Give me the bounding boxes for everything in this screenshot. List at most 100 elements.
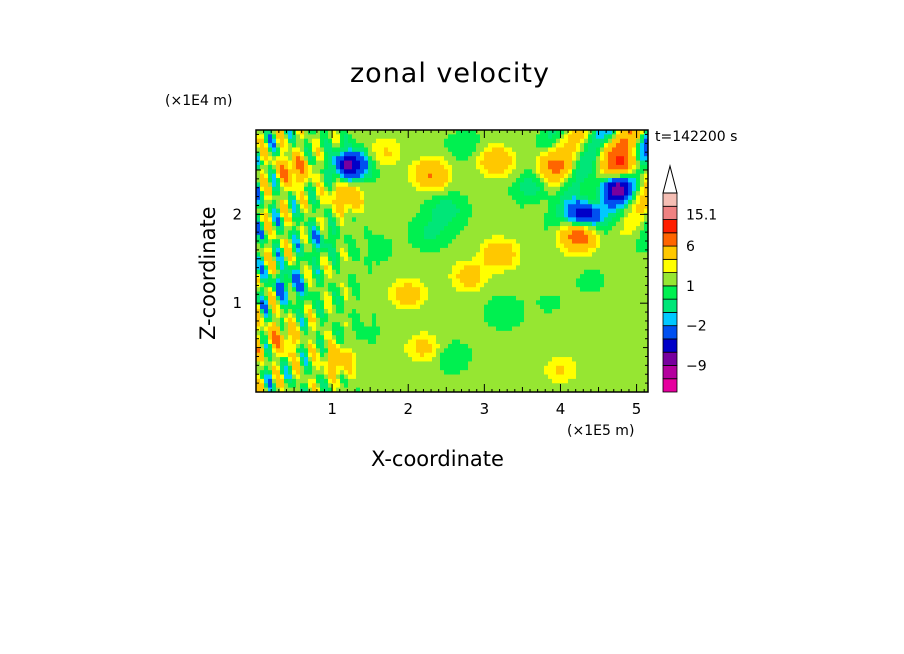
contour-cell [428,239,433,245]
contour-cell [560,156,565,162]
contour-cell [532,352,537,358]
contour-cell [584,234,589,240]
contour-cell [464,138,469,144]
contour-cell [516,313,521,319]
contour-cell [532,378,537,384]
contour-cell [580,234,585,240]
contour-cell [372,278,377,284]
contour-cell [336,309,341,314]
contour-cell [336,186,341,192]
contour-cell [532,265,537,271]
contour-cell [492,269,497,275]
contour-cell [372,387,377,392]
contour-cell [260,282,265,288]
contour-cell [392,256,397,262]
contour-cell [508,295,513,301]
contour-cell [348,151,353,157]
contour-cell [308,204,313,210]
contour-cell [392,204,397,210]
contour-cell [532,374,537,380]
contour-cell [404,335,409,341]
contour-cell [472,269,477,275]
contour-cell [500,269,505,275]
contour-cell [432,291,437,297]
contour-cell [296,291,301,297]
contour-cell [572,147,577,153]
contour-cell [504,335,509,341]
contour-cell [288,387,293,392]
contour-cell [328,291,333,297]
contour-cell [292,226,297,232]
contour-cell [352,265,357,271]
contour-cell [408,365,413,371]
contour-cell [316,204,321,210]
contour-cell [396,322,401,328]
contour-cell [308,387,313,392]
contour-cell [332,130,337,135]
contour-cell [352,247,357,253]
contour-cell [488,212,493,218]
contour-cell [280,370,285,376]
contour-cell [404,370,409,376]
contour-cell [476,378,481,384]
contour-cell [444,383,449,389]
contour-cell [268,226,273,232]
contour-cell [564,204,569,210]
contour-cell [560,134,565,140]
contour-cell [436,269,441,275]
contour-cell [296,309,301,314]
contour-cell [420,304,425,310]
contour-cell [456,147,461,153]
contour-cell [328,352,333,358]
contour-cell [504,287,509,293]
contour-cell [292,243,297,249]
contour-cell [340,317,345,323]
contour-cell [504,191,509,197]
contour-cell [336,374,341,380]
contour-cell [424,143,429,149]
contour-cell [300,339,305,345]
contour-cell [436,252,441,258]
contour-cell [524,256,529,262]
contour-cell [580,265,585,271]
contour-cell [548,374,553,380]
contour-cell [340,304,345,310]
contour-cell [280,300,285,306]
contour-cell [544,335,549,341]
contour-cell [504,383,509,389]
contour-cell [456,212,461,218]
contour-cell [428,160,433,166]
contour-cell [572,186,577,192]
contour-cell [352,357,357,363]
contour-cell [564,291,569,297]
contour-cell [412,357,417,363]
contour-cell [424,208,429,214]
contour-cell [372,239,377,245]
contour-cell [556,230,561,236]
contour-cell [280,278,285,284]
contour-cell [572,195,577,201]
contour-cell [352,195,357,201]
contour-cell [316,182,321,188]
contour-cell [476,287,481,293]
contour-cell [484,247,489,253]
contour-cell [528,278,533,284]
contour-cell [492,365,497,371]
contour-cell [376,143,381,149]
contour-cell [316,378,321,384]
contour-cell [284,151,289,157]
contour-cell [328,256,333,262]
contour-cell [336,208,341,214]
contour-cell [536,378,541,384]
contour-cell [432,383,437,389]
contour-cell [304,186,309,192]
contour-cell [476,151,481,157]
contour-cell [376,330,381,336]
contour-cell [468,247,473,253]
contour-cell [532,348,537,354]
contour-cell [384,348,389,354]
contour-cell [416,269,421,275]
contour-cell [568,173,573,179]
contour-cell [296,252,301,258]
contour-cell [260,256,265,262]
